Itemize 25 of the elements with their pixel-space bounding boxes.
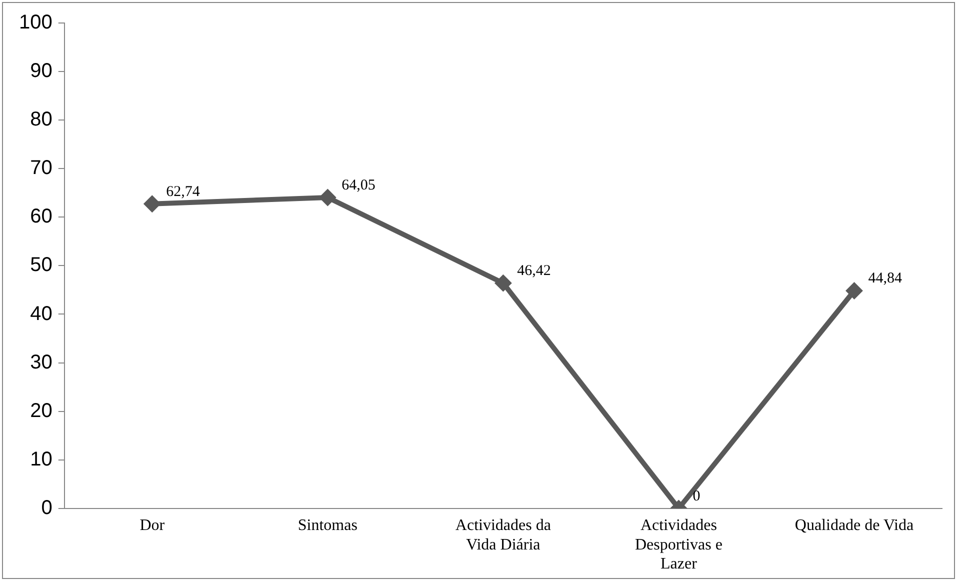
- y-tick-label: 10: [30, 448, 52, 470]
- y-tick-label: 90: [30, 60, 52, 82]
- y-tick-label: 60: [30, 206, 52, 228]
- y-tick-label: 70: [30, 157, 52, 180]
- point: [846, 282, 863, 300]
- y-tick-label: 50: [30, 254, 52, 276]
- text: 44,84: [868, 270, 902, 287]
- text: 0: [692, 488, 700, 504]
- y-tick-label: 30: [30, 351, 52, 374]
- y-tick-label: 40: [30, 302, 52, 325]
- text: 46,42: [517, 263, 551, 280]
- y-tick-label: 0: [41, 496, 52, 519]
- x-tick-label: Actividades Desportivas e Lazer: [634, 517, 722, 573]
- y-tick-label: 80: [30, 108, 52, 131]
- point: [144, 195, 161, 212]
- x-tick-label: Actividades da Vida Diária: [455, 517, 551, 554]
- x-tick-label: Qualidade de Vida: [794, 517, 914, 534]
- x-tick-label: Dor: [140, 517, 166, 534]
- point: [319, 189, 336, 206]
- text: 64,05: [342, 177, 376, 194]
- y-tick-label: 100: [18, 12, 52, 34]
- x-tick-label: Sintomas: [298, 517, 358, 534]
- text: 62,74: [166, 184, 200, 200]
- y-tick-label: 20: [30, 400, 52, 422]
- point: [494, 274, 512, 292]
